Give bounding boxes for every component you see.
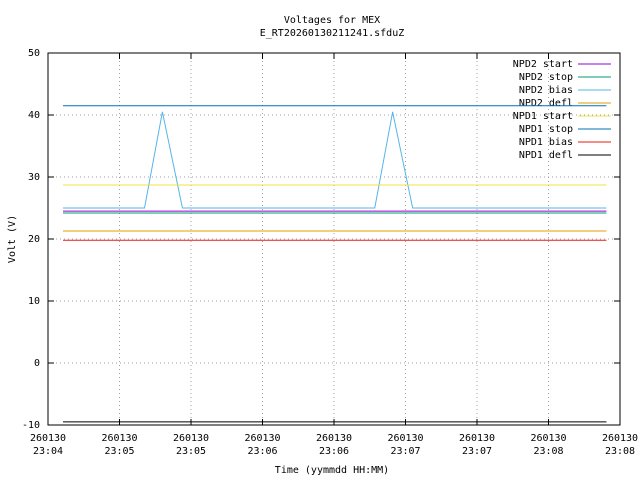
x-tick-label: 260130 — [602, 433, 638, 444]
x-tick-label: 23:05 — [104, 446, 134, 457]
series-line — [63, 111, 607, 209]
y-tick-label: -10 — [22, 420, 40, 431]
legend-label: NPD2 defl — [519, 98, 573, 109]
y-axis-label: Volt (V) — [7, 215, 18, 263]
x-tick-label: 260130 — [101, 433, 137, 444]
legend-label: NPD1 start — [513, 111, 573, 122]
x-tick-label: 23:06 — [319, 446, 349, 457]
y-tick-label: 10 — [28, 296, 40, 307]
y-tick-label: 40 — [28, 110, 40, 121]
x-tick-label: 260130 — [173, 433, 209, 444]
x-tick-label: 23:05 — [176, 446, 206, 457]
x-tick-label: 23:07 — [390, 446, 420, 457]
x-tick-label: 260130 — [459, 433, 495, 444]
x-tick-label: 260130 — [316, 433, 352, 444]
legend-label: NPD2 start — [513, 59, 573, 70]
x-tick-label: 23:08 — [605, 446, 635, 457]
y-tick-label: 50 — [28, 48, 40, 59]
y-tick-label: 20 — [28, 234, 40, 245]
legend-label: NPD2 stop — [519, 72, 573, 83]
legend-label: NPD1 defl — [519, 150, 573, 161]
y-tick-label: 0 — [34, 358, 40, 369]
legend-label: NPD1 stop — [519, 124, 573, 135]
legend-label: NPD1 bias — [519, 137, 573, 148]
x-tick-label: 260130 — [530, 433, 566, 444]
plot-border — [47, 52, 621, 426]
x-tick-label: 23:06 — [247, 446, 277, 457]
chart-title: Voltages for MEX — [284, 15, 380, 26]
x-tick-label: 260130 — [244, 433, 280, 444]
x-tick-label: 23:07 — [462, 446, 492, 457]
x-axis-label: Time (yymmdd HH:MM) — [275, 465, 389, 476]
legend-label: NPD2 bias — [519, 85, 573, 96]
x-tick-label: 260130 — [30, 433, 66, 444]
chart-subtitle: E_RT20260130211241.sfduZ — [260, 28, 405, 39]
x-tick-label: 23:08 — [533, 446, 563, 457]
x-tick-label: 260130 — [387, 433, 423, 444]
x-tick-label: 23:04 — [33, 446, 63, 457]
y-tick-label: 30 — [28, 172, 40, 183]
